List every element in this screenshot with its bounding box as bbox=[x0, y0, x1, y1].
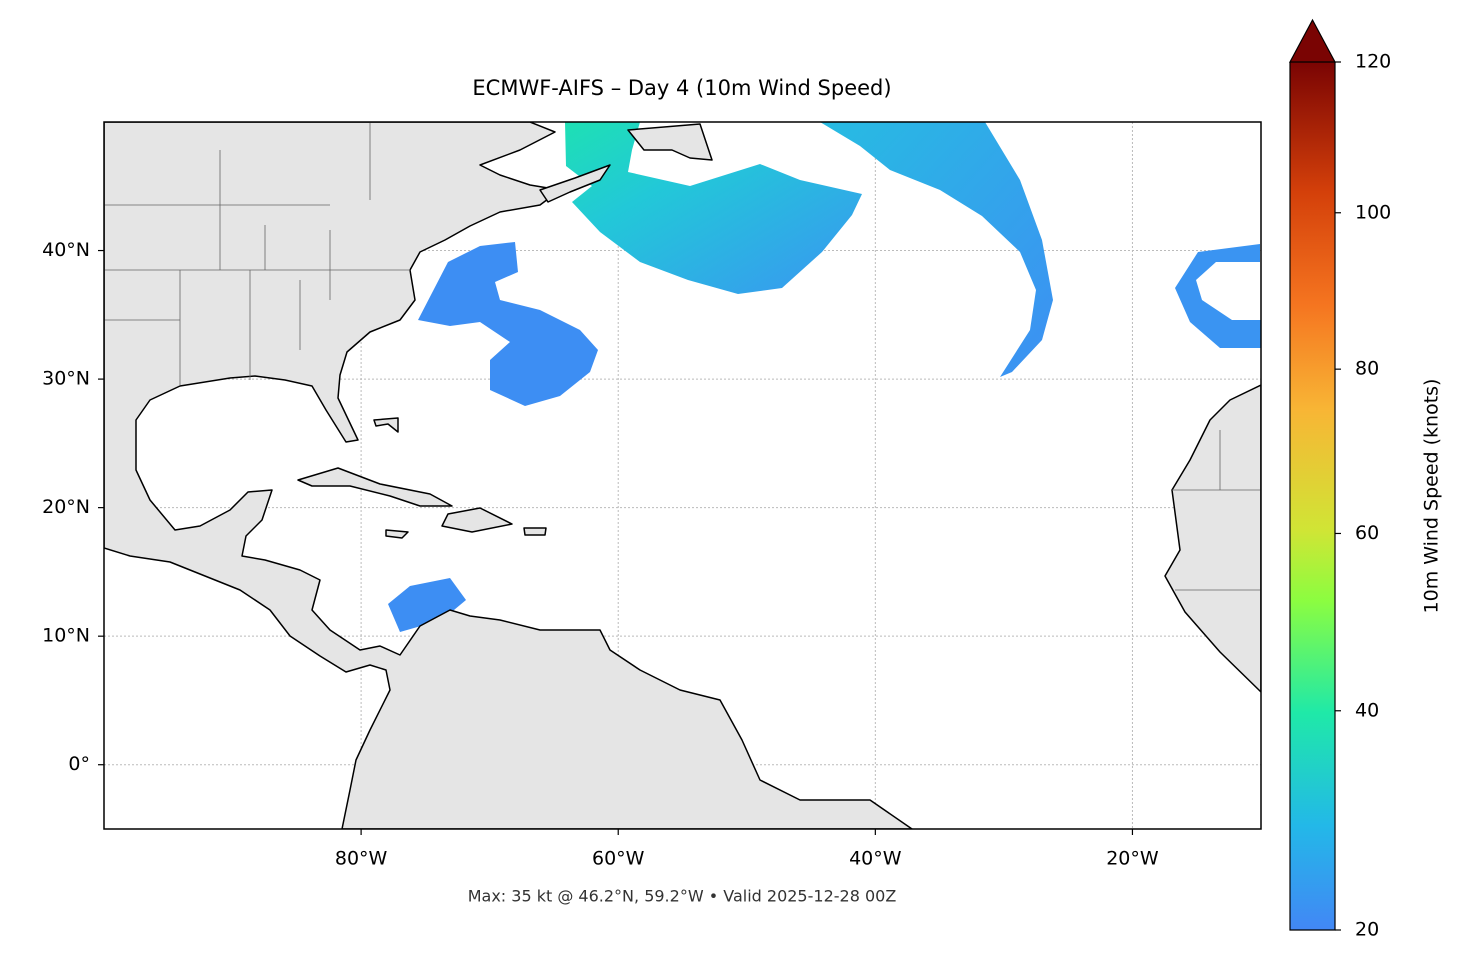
wind-swath bbox=[418, 242, 598, 406]
americas bbox=[104, 122, 913, 829]
colorbar-tick-label: 40 bbox=[1355, 699, 1379, 721]
x-tick-label: 80°W bbox=[335, 848, 388, 870]
colorbar-tick-label: 20 bbox=[1355, 919, 1379, 941]
x-tick-label: 60°W bbox=[592, 848, 645, 870]
cuba bbox=[297, 467, 453, 507]
wind-swath bbox=[565, 122, 862, 294]
y-tick-label: 20°N bbox=[42, 496, 90, 518]
hispaniola bbox=[441, 507, 513, 533]
chart-title: ECMWF-AIFS – Day 4 (10m Wind Speed) bbox=[472, 76, 891, 100]
colorbar-extend bbox=[1288, 18, 1337, 63]
africa bbox=[1164, 384, 1261, 693]
y-tick-label: 0° bbox=[68, 753, 90, 775]
map-area bbox=[104, 122, 1261, 829]
x-tick-label: 40°W bbox=[849, 848, 902, 870]
wind-swath bbox=[1175, 244, 1261, 348]
map-frame bbox=[103, 121, 1262, 830]
colorbar-tick-label: 100 bbox=[1355, 201, 1391, 223]
colorbar-frame bbox=[1289, 62, 1336, 931]
colorbar: 10m Wind Speed (knots) 20 40 60 80 100 120 bbox=[1288, 18, 1443, 941]
wind-swath bbox=[388, 578, 466, 632]
puerto-rico bbox=[523, 527, 547, 536]
axes: 80°W 60°W 40°W 20°W 0° 10°N 20°N 30°N 40°N bbox=[42, 239, 1159, 869]
colorbar-tick-label: 60 bbox=[1355, 522, 1379, 544]
y-tick-label: 10°N bbox=[42, 625, 90, 647]
wind-swath bbox=[820, 122, 1053, 377]
colorbar-label: 10m Wind Speed (knots) bbox=[1421, 379, 1443, 614]
footer-note: Max: 35 kt @ 46.2°N, 59.2°W • Valid 2025… bbox=[468, 887, 897, 906]
newfoundland bbox=[627, 123, 713, 161]
x-tick-label: 20°W bbox=[1106, 848, 1159, 870]
y-tick-label: 40°N bbox=[42, 239, 90, 261]
jamaica bbox=[385, 529, 409, 539]
colorbar-tick-label: 120 bbox=[1355, 51, 1391, 73]
state-borders bbox=[104, 122, 1261, 591]
canada-maritimes bbox=[539, 164, 611, 203]
y-tick-label: 30°N bbox=[42, 368, 90, 390]
colorbar-tick-label: 80 bbox=[1355, 358, 1379, 380]
colorbar-ramp bbox=[1290, 62, 1335, 930]
bahamas bbox=[373, 417, 399, 433]
